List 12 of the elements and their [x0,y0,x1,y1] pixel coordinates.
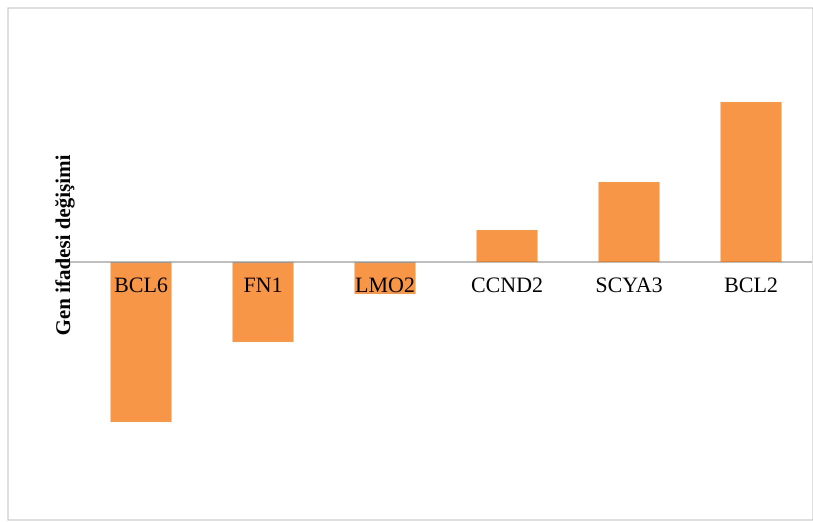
bar [476,230,538,262]
y-axis-title: Gen ifadesi değişimi [51,154,75,336]
x-tick-label: BCL6 [114,272,168,297]
x-tick-label: SCYA3 [595,272,663,297]
x-tick-label: CCND2 [470,272,544,297]
x-tick-label: LMO2 [355,272,415,297]
bar [110,262,172,422]
bar [232,262,294,342]
bar [720,102,782,262]
x-tick-label: BCL2 [724,272,778,297]
bar [598,182,660,262]
x-tick-label: FN1 [243,272,283,297]
